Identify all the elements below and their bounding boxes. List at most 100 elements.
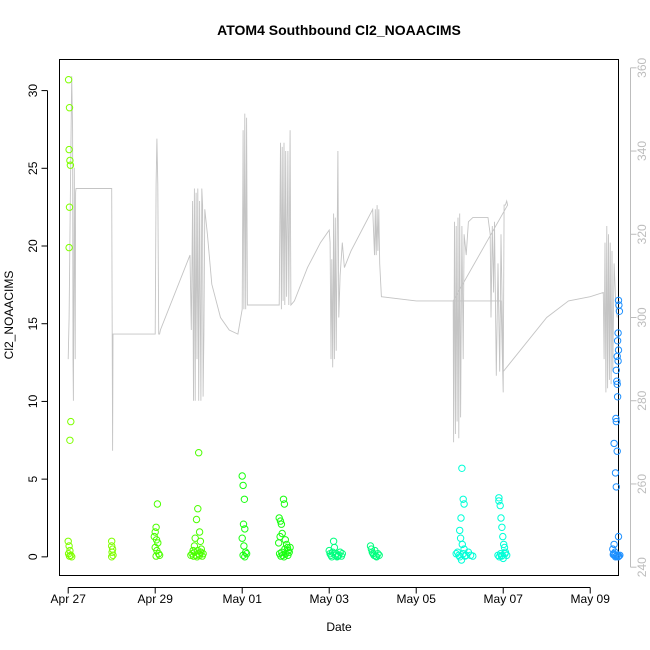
data-point [613,393,622,401]
data-point [152,523,160,531]
data-point [155,550,163,558]
data-point [614,296,623,305]
y2-tick-label: 360 [635,57,649,77]
data-point [613,337,622,345]
data-point [613,352,621,361]
data-point [276,517,285,525]
y-tick-label: 15 [26,317,40,331]
data-point [195,449,203,457]
x-tick-label: May 01 [223,592,263,606]
y2-tick-label: 340 [635,141,649,161]
data-point [469,552,477,560]
data-point [458,540,466,549]
data-point [280,500,289,508]
data-point [277,520,286,528]
x-tick-label: May 03 [310,592,350,606]
data-point [67,417,75,426]
data-point [610,439,618,448]
y-axis: 0 5 10 15 20 25 30 [26,84,48,560]
data-point [460,500,468,508]
data-point [192,515,201,524]
data-point [108,548,116,556]
data-point [65,145,73,154]
data-point [611,548,619,556]
data-point [240,495,249,503]
data-point [68,553,76,561]
data-points-layer [64,76,624,564]
data-point [66,161,75,169]
data-point [187,551,195,559]
data-point [495,494,503,502]
data-point [197,548,205,556]
data-point [65,243,73,252]
data-point [503,551,511,559]
y2-tick-label: 280 [635,390,649,410]
data-point [195,528,204,536]
data-point [459,495,467,503]
y2-tick-label: 240 [635,557,649,577]
data-point [279,495,288,503]
data-point [613,377,621,385]
data-point [155,551,164,559]
data-point [615,307,624,315]
y-tick-label: 0 [26,553,40,560]
data-point [497,514,505,522]
data-point [500,540,508,549]
data-point [242,550,251,558]
data-point [66,156,74,165]
data-point [495,497,503,505]
data-point [239,520,248,528]
data-point [614,329,622,337]
data-point [67,551,75,559]
data-point [372,552,380,560]
y2-tick-label: 300 [635,307,649,327]
data-point [64,537,72,545]
data-point [196,537,205,545]
data-point [614,532,623,541]
chart-title: ATOM4 Southbound Cl2_NOAACIMS [217,22,461,38]
series-5 [452,464,511,564]
y-axis-label: Cl2_NOAACIMS [2,271,16,360]
data-point [65,542,73,550]
y2-tick-label: 320 [635,224,649,244]
data-point [501,550,509,558]
data-point [452,550,460,558]
data-point [108,553,116,561]
data-point [329,537,338,545]
data-point [338,550,346,558]
data-point [367,545,376,553]
data-point [498,523,506,531]
x-tick-label: Apr 27 [51,592,87,606]
data-point [190,542,199,550]
data-point [336,548,344,556]
data-point [286,543,294,552]
data-point [614,357,622,365]
x-tick-label: May 07 [484,592,524,606]
data-point [238,534,246,542]
x-tick-label: May 09 [571,592,611,606]
x-tick-label: May 05 [397,592,437,606]
data-point [612,366,620,374]
data-point [151,528,159,536]
y-tick-label: 10 [26,394,40,408]
data-point [199,550,207,558]
series-2 [150,449,207,561]
data-point [238,472,246,480]
series-3 [238,472,294,561]
data-point [374,550,382,558]
data-point [276,532,284,541]
secondary-trace-line [67,76,618,451]
plot-area [59,59,619,576]
data-point [456,534,465,542]
data-point [375,551,383,559]
data-point [282,550,290,558]
data-point [496,501,504,510]
y-tick-label: 5 [26,475,40,482]
data-point [281,536,289,544]
data-point [458,464,466,472]
data-point [610,540,618,549]
y-tick-label: 30 [26,84,40,98]
data-point [65,104,74,112]
data-point [152,552,160,560]
